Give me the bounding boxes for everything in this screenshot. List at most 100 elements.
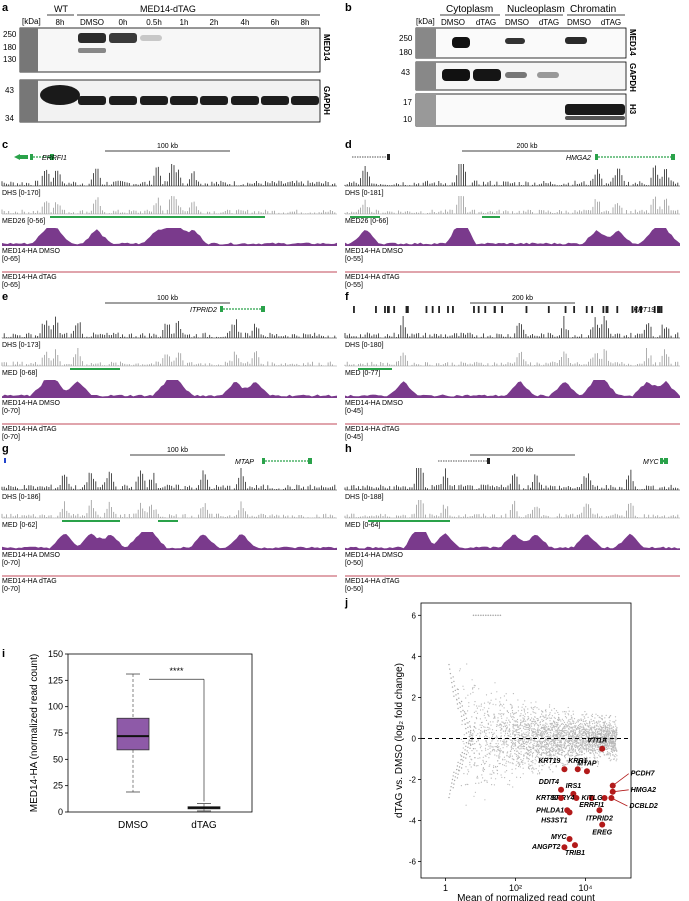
gene-point-label: DCBLD2 [629,803,657,810]
mw-a-250: 250 [3,30,17,39]
track-range: [0-50] [345,586,363,593]
track-label: DHS [0-186] [2,494,41,501]
lane-label-a: DMSO [80,18,104,27]
gene-point-label: HS3ST1 [541,817,568,824]
track-label: MED [0-77] [345,370,380,377]
gene-point-label: KRT80 [536,795,558,802]
track-label: MED14-HA dTAG [345,426,400,433]
gene-point [583,768,590,775]
lane-label-b: dTAG [539,18,559,27]
blot-label-med14-b: MED14 [628,29,637,56]
panel-label-g: g [2,443,9,455]
lane-label-a: 2h [210,18,219,27]
lane-label-a: 0.5h [146,18,162,27]
y-tick-label: 0 [58,807,63,817]
scale-bar-label: 200 kb [516,143,537,150]
x-axis-label: Mean of normalized read count [457,893,595,901]
kda-label-a: [kDa] [22,17,41,26]
gene-label: MYC [643,459,660,466]
wt-label: WT [54,4,68,14]
gene-point [574,766,581,773]
gene-point-label: HMGA2 [631,787,656,794]
panel-label-e: e [2,291,8,303]
mw-a-34: 34 [5,114,14,123]
track-range: [0-50] [345,560,363,567]
lane-label-b: dTAG [476,18,496,27]
panel-label-i: i [2,648,5,660]
y-axis-label: MED14-HA (normalized read count) [29,654,40,812]
gene-label: ERRFI1 [42,155,67,162]
gene-point [601,794,608,801]
track-range: [0-70] [2,434,20,441]
panel-d: d 200 kb HMGA2 DHS [0-181] MED26 [0-66] MED14… [344,139,680,289]
panel-label-f: f [345,291,349,303]
lane-label-a: 6h [271,18,280,27]
mw-a-43: 43 [5,86,14,95]
kda-label-b: [kDa] [416,17,435,26]
y-tick-label: 150 [48,649,63,659]
panel-f: f 200 kb KRT19 DHS [0-180] MED [0-77] MED14-H… [344,291,680,441]
gene-point-label: VTI1A [587,738,607,745]
gene-point [570,790,577,797]
blot-label-med14-a: MED14 [322,34,331,61]
mw-b-10: 10 [403,115,412,124]
gene-point-label: ANGPT2 [531,844,561,851]
track-label: MED [0-62] [2,522,37,529]
significance-annotation: **** [169,666,184,676]
gene-point-label: EREG [592,830,612,837]
track-label: MED14-HA DMSO [345,248,404,255]
gene-point-label: KRT19 [538,758,560,765]
x-tick-label: 10⁴ [579,883,593,893]
lane-label-a: 1h [180,18,189,27]
track-label: MED14-HA dTAG [345,578,400,585]
gene-point [573,794,580,801]
background-points [448,614,618,806]
panel-label-c: c [2,139,8,151]
y-tick-label: 0 [412,734,417,743]
gene-point-label: MYC [551,834,568,841]
panel-a: a [kDa] WT MED14-dTAG 8h DMSO 0h 0.5h 1h 2h 4h… [2,2,331,123]
gene-point [558,794,565,801]
scale-bar-label: 100 kb [157,143,178,150]
category-label: DMSO [118,820,148,831]
panel-h: h 200 kb MYC DHS [0-188] MED [0-64] MED14-HA … [344,443,680,593]
gene-point-label: TRIB1 [565,850,585,857]
box-DMSO [116,717,150,751]
gene-label: HMGA2 [566,155,591,162]
x-tick-label: 1 [443,883,448,893]
gene-point [566,809,573,816]
y-tick-label: 2 [412,693,417,702]
track-label: DHS [0-173] [2,342,41,349]
gene-point [561,766,568,773]
track-label: MED14-HA DMSO [2,400,61,407]
track-range: [0-45] [345,408,363,415]
track-label: MED14-HA dTAG [2,578,57,585]
lane-label-a: 8h [301,18,310,27]
track-label: MED14-HA dTAG [2,274,57,281]
lane-labels-b: DMSO dTAG DMSO dTAG DMSO dTAG [441,18,621,27]
gene-point [599,821,606,828]
scale-bar-label: 100 kb [157,295,178,302]
scale-bar-label: 200 kb [512,295,533,302]
gene-point-label: DDIT4 [539,779,559,786]
blot-label-gapdh-b: GAPDH [628,63,637,92]
track-range: [0-70] [2,408,20,415]
gene-point-label: MTAP [577,760,597,767]
genome-track-panels: c 100 kb ERRFI1 DHS [0-170] MED26 [0-56] MED1… [1,139,680,593]
gene-point-label: KITLG [582,795,604,802]
panel-label-h: h [345,443,352,455]
lane-label-a: 8h [56,18,65,27]
y-tick-label: -4 [409,817,417,826]
track-range: [0-45] [345,434,363,441]
panel-label-d: d [345,139,352,151]
lane-label-a: 0h [119,18,128,27]
gene-point [596,807,603,814]
track-label: MED14-HA DMSO [345,400,404,407]
x-tick-label: 10² [509,883,522,893]
track-label: DHS [0-170] [2,190,41,197]
y-axis-label: dTAG vs. DMSO (log₂ fold change) [394,663,405,818]
gene-point-label: KRR1 [568,758,587,765]
